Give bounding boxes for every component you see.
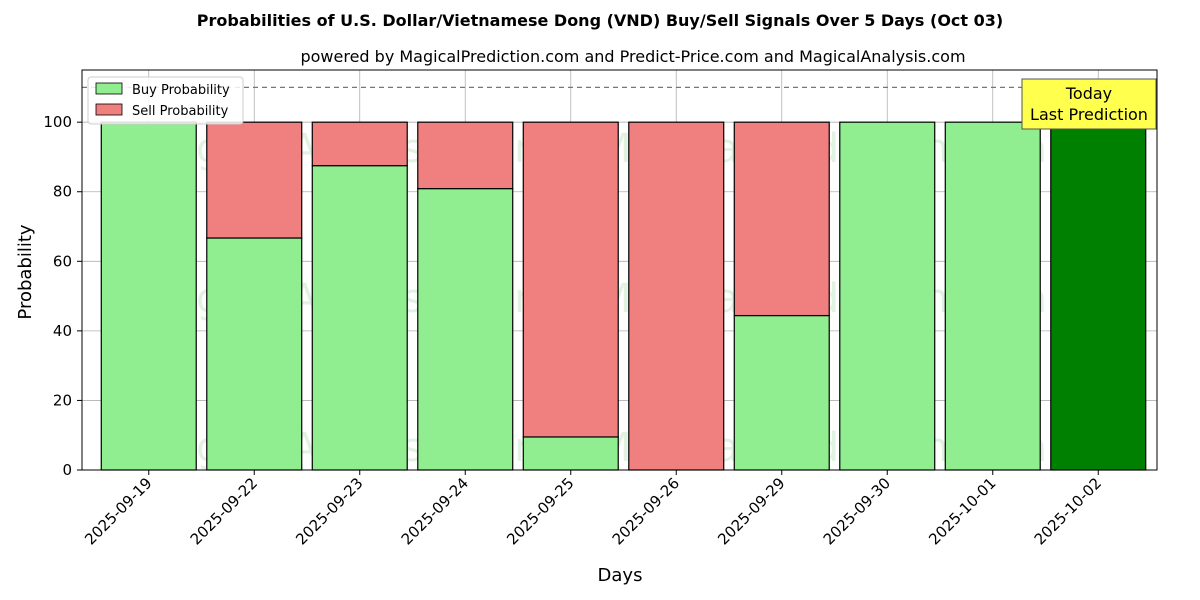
legend-box (87, 76, 244, 125)
y-tick-label: 0 (62, 461, 72, 479)
y-tick-label: 40 (53, 322, 72, 340)
sell-bar (628, 121, 725, 471)
sell-bar (522, 121, 619, 438)
x-tick-label: 2025-10-01 (925, 474, 999, 548)
y-ticks: 0 20 40 60 80 100 (43, 113, 82, 479)
legend: Buy Probability Sell Probability (87, 76, 244, 125)
buy-bar (733, 314, 830, 471)
chart-title: Probabilities of U.S. Dollar/Vietnamese … (197, 11, 1003, 30)
buy-bar (522, 436, 619, 471)
y-axis-label: Probability (15, 224, 36, 319)
y-tick-label: 100 (43, 113, 72, 131)
buy-bar (944, 121, 1041, 471)
x-ticks: 2025-09-19 2025-09-22 2025-09-23 2025-09-24… (81, 470, 1105, 548)
x-tick-label: 2025-09-30 (820, 474, 894, 548)
buy-bar (311, 165, 408, 471)
x-tick-label: 2025-09-23 (292, 474, 366, 548)
x-tick-label: 2025-09-26 (609, 474, 683, 548)
plot-frame (81, 69, 1158, 471)
buy-bar (1050, 121, 1147, 471)
legend-swatch-buy (95, 82, 123, 95)
sell-bar (206, 121, 303, 239)
y-tick-label: 80 (53, 183, 72, 201)
x-tick-label: 2025-09-25 (503, 474, 577, 548)
sell-bar (417, 121, 514, 190)
buy-bar (839, 121, 936, 471)
buy-bar (417, 188, 514, 471)
sell-bar (311, 121, 408, 167)
y-tick-label: 60 (53, 252, 72, 270)
x-tick-label: 2025-10-02 (1031, 474, 1105, 548)
sell-bar (733, 121, 830, 317)
buy-bar (206, 237, 303, 471)
buy-bar (100, 121, 197, 471)
today-annotation: Today Last Prediction (1021, 78, 1157, 130)
chart-subtitle: powered by MagicalPrediction.com and Pre… (300, 47, 965, 66)
legend-swatch-sell (95, 103, 123, 116)
x-tick-label: 2025-09-19 (81, 474, 155, 548)
x-tick-label: 2025-09-24 (398, 474, 472, 548)
legend-label-buy: Buy Probability (132, 83, 230, 98)
today-annotation-line-2: Last Prediction (1030, 105, 1148, 124)
bars (100, 121, 1147, 471)
x-axis-label: Days (598, 565, 643, 586)
legend-label-sell: Sell Probability (132, 104, 229, 119)
today-annotation-line-1: Today (1065, 84, 1112, 103)
y-tick-label: 20 (53, 391, 72, 409)
x-tick-label: 2025-09-29 (714, 474, 788, 548)
x-tick-label: 2025-09-22 (187, 474, 261, 548)
today-annotation-box (1021, 78, 1157, 130)
